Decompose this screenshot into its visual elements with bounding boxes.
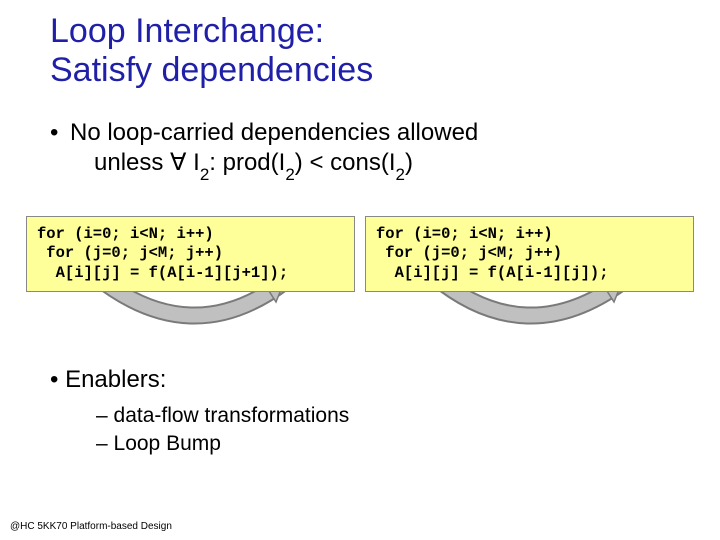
code-box-left: for (i=0; i<N; i++) for (j=0; j<M; j++) … [26, 216, 355, 292]
bullet-enablers: • Enablers: [50, 366, 166, 394]
slide-title: Loop Interchange: Satisfy dependencies [50, 12, 373, 90]
bullet-dependencies: •No loop-carried dependencies allowed un… [50, 118, 670, 181]
sub-bullets: – data-flow transformations – Loop Bump [96, 402, 349, 459]
bullet1-line1: No loop-carried dependencies allowed [70, 119, 478, 146]
code-box-right: for (i=0; i<N; i++) for (j=0; j<M; j++) … [365, 216, 694, 292]
title-line2: Satisfy dependencies [50, 51, 373, 89]
sub-bullet-1: – data-flow transformations [96, 402, 349, 430]
sub-bullet-2: – Loop Bump [96, 430, 349, 458]
footer-text: @HC 5KK70 Platform-based Design [10, 521, 172, 532]
title-line1: Loop Interchange: [50, 12, 324, 50]
bullet-dot: • [50, 118, 70, 148]
bullet-dot-2: • [50, 366, 65, 393]
bullet1-line2: unless ∀ I2: prod(I2) < cons(I2) [94, 148, 670, 181]
